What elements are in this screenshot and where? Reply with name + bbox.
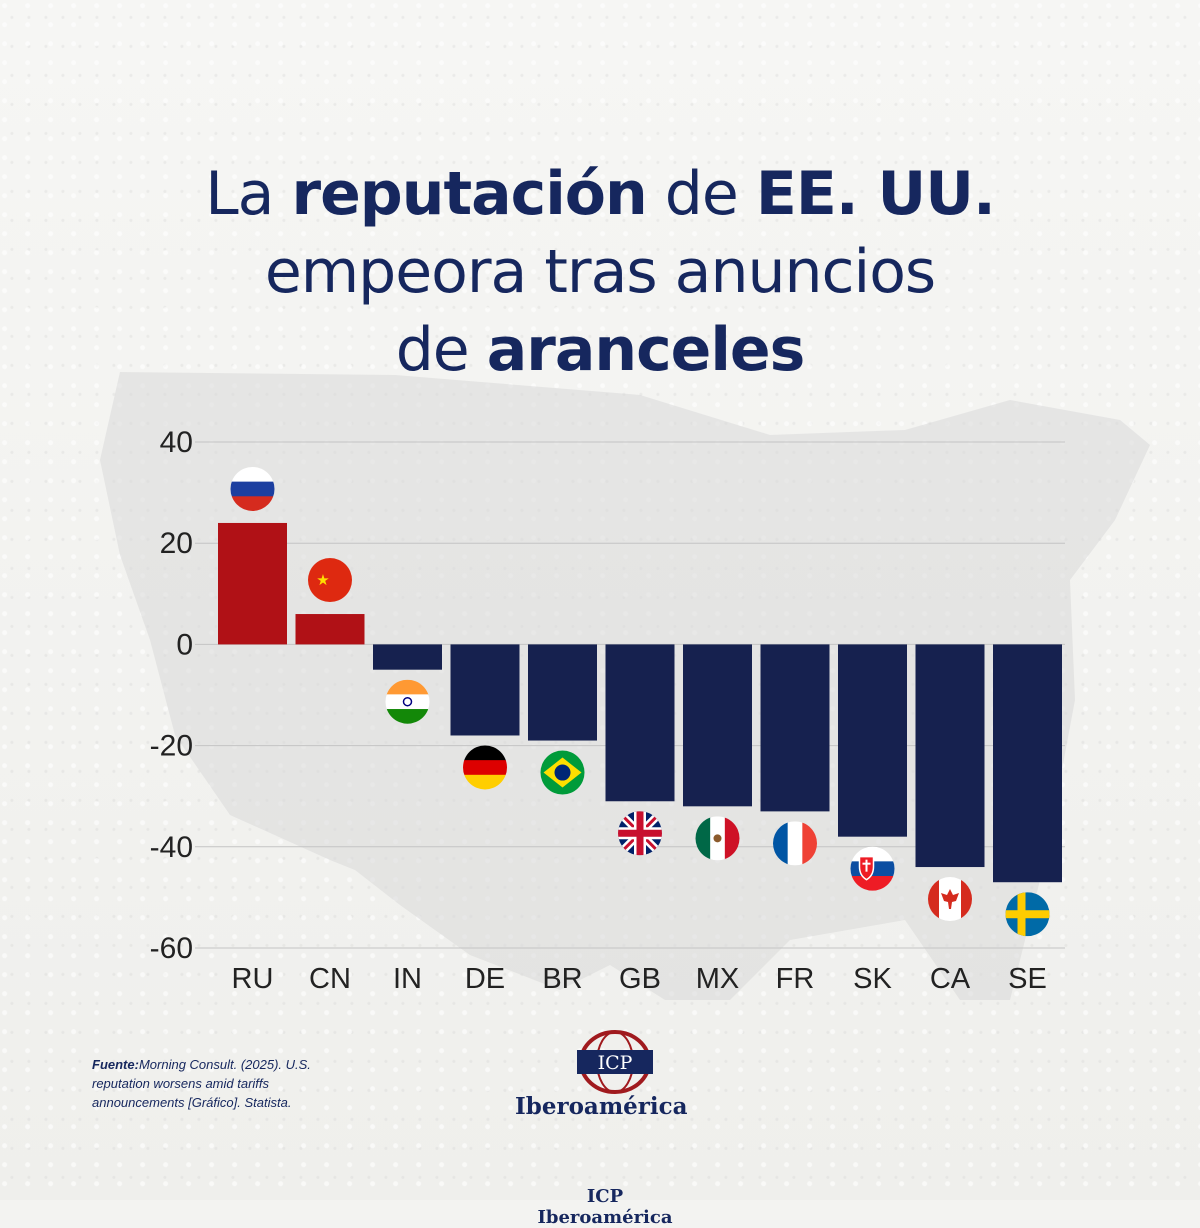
x-tick-label-gb: GB <box>619 963 661 995</box>
svg-text:★: ★ <box>316 572 329 589</box>
flag-ca-icon <box>928 877 972 922</box>
x-tick-label-ru: RU <box>232 963 274 995</box>
y-tick-label: 40 <box>160 426 193 459</box>
x-tick-label-br: BR <box>542 963 582 995</box>
x-tick-label-in: IN <box>393 963 422 995</box>
bar-br <box>528 644 597 741</box>
bar-fr <box>760 644 830 812</box>
flag-mx-icon <box>695 816 740 861</box>
bar-in <box>373 644 442 670</box>
flag-cn-icon: ★ <box>308 558 352 603</box>
title-bold-text: aranceles <box>486 315 806 385</box>
title-text: de <box>646 159 756 229</box>
x-tick-label-cn: CN <box>309 963 351 995</box>
flag-sk-icon <box>850 846 895 891</box>
y-tick-label: -40 <box>150 831 193 864</box>
logo-acronym: ICP <box>598 1052 633 1074</box>
flag-ru-icon <box>230 466 275 511</box>
title-line-1: La reputación de EE. UU. <box>0 155 1200 233</box>
x-tick-label-mx: MX <box>696 963 740 995</box>
bar-se <box>993 644 1062 883</box>
logo-name: Iberoamérica <box>515 1093 688 1120</box>
flag-fr-icon <box>773 821 817 866</box>
y-tick-label: -20 <box>150 730 193 763</box>
title-text: de <box>395 315 487 385</box>
source-note: Fuente:Morning Consult. (2025). U.S. rep… <box>92 1055 352 1112</box>
bar-cn <box>295 614 365 645</box>
x-tick-label-ca: CA <box>930 963 971 995</box>
bar-gb <box>605 644 675 802</box>
bar-mx <box>683 644 752 807</box>
y-tick-label: 0 <box>176 628 193 661</box>
flag-br-icon <box>540 750 585 795</box>
flag-se-icon <box>1005 892 1050 937</box>
flag-de-icon <box>463 745 507 790</box>
title-line-3: de aranceles <box>0 311 1200 389</box>
x-tick-label-fr: FR <box>776 963 815 995</box>
x-tick-label-de: DE <box>465 963 505 995</box>
page-title: La reputación de EE. UU. empeora tras an… <box>0 155 1200 389</box>
y-tick-label: -60 <box>150 932 193 965</box>
footer-text-partial: ICP Iberoamérica <box>537 1186 673 1228</box>
y-tick-label: 20 <box>160 527 193 560</box>
globe-logo-icon: ICP <box>577 1030 653 1094</box>
bar-ru <box>218 522 287 645</box>
x-tick-label-se: SE <box>1008 963 1047 995</box>
bar-ca <box>915 644 985 868</box>
bar-de <box>450 644 520 736</box>
x-tick-label-sk: SK <box>853 963 892 995</box>
flag-gb-icon <box>618 811 662 856</box>
source-text: Morning Consult. (2025). U.S. reputation… <box>92 1057 311 1110</box>
source-label: Fuente: <box>92 1057 139 1072</box>
flag-in-icon <box>385 679 430 724</box>
bar-chart: ★ 40 20 0 -20 -40 -60 RU CN IN DE BR GB MX FR SK CA SE <box>100 372 1150 1000</box>
title-text: La <box>205 159 292 229</box>
title-bold-text: reputación <box>291 159 648 229</box>
title-bold-text: EE. UU. <box>755 159 996 229</box>
title-line-2: empeora tras anuncios <box>264 237 936 307</box>
bar-sk <box>838 644 907 837</box>
